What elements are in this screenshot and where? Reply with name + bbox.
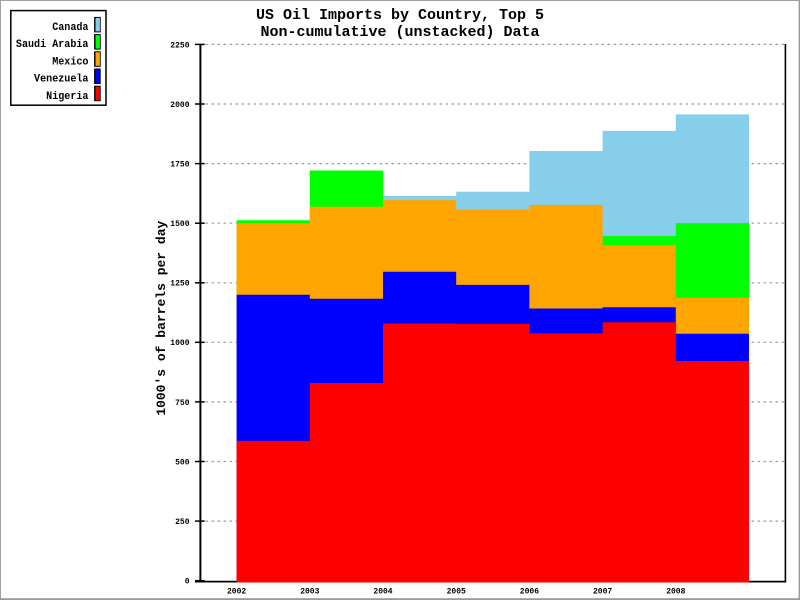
- svg-text:2000: 2000: [170, 101, 189, 110]
- svg-text:2002: 2002: [227, 588, 246, 597]
- svg-text:Saudi Arabia: Saudi Arabia: [16, 39, 89, 51]
- svg-text:1750: 1750: [170, 161, 189, 170]
- svg-text:Mexico: Mexico: [52, 56, 89, 68]
- svg-text:US Oil Imports by Country, Top: US Oil Imports by Country, Top 5: [256, 7, 544, 24]
- svg-text:2004: 2004: [373, 588, 392, 597]
- svg-text:2003: 2003: [300, 588, 319, 597]
- svg-text:500: 500: [175, 458, 190, 467]
- svg-text:1250: 1250: [170, 280, 189, 289]
- svg-text:750: 750: [175, 399, 190, 408]
- svg-text:2007: 2007: [593, 588, 612, 597]
- svg-text:250: 250: [175, 518, 190, 527]
- svg-text:1500: 1500: [170, 220, 189, 229]
- svg-text:2006: 2006: [520, 588, 539, 597]
- svg-text:0: 0: [185, 578, 190, 587]
- svg-text:Non-cumulative (unstacked) Dat: Non-cumulative (unstacked) Data: [260, 24, 539, 41]
- svg-text:2005: 2005: [447, 588, 466, 597]
- svg-text:2008: 2008: [666, 588, 685, 597]
- svg-text:1000's of barrels per day: 1000's of barrels per day: [154, 220, 169, 415]
- svg-text:Venezuela: Venezuela: [34, 74, 89, 86]
- svg-text:Canada: Canada: [52, 22, 89, 34]
- svg-text:2250: 2250: [170, 41, 189, 50]
- svg-text:Nigeria: Nigeria: [46, 91, 89, 103]
- svg-text:1000: 1000: [170, 339, 189, 348]
